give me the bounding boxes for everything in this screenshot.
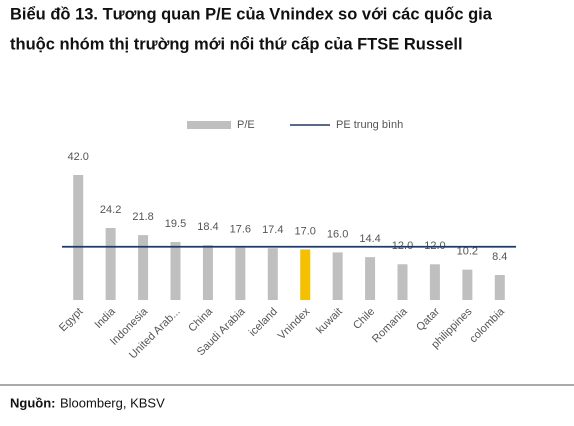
value-label: 42.0 bbox=[68, 151, 89, 163]
value-label: 21.8 bbox=[132, 211, 153, 223]
x-tick-label: colombia bbox=[467, 305, 507, 345]
bar bbox=[365, 257, 376, 300]
bar bbox=[462, 269, 473, 300]
value-label: 19.5 bbox=[165, 218, 186, 230]
x-tick-label: Vnindex bbox=[276, 305, 313, 342]
legend-label: P/E bbox=[237, 119, 255, 131]
legend-label: PE trung bình bbox=[336, 119, 403, 131]
chart-title: thuộc nhóm thị trường mới nổi thứ cấp củ… bbox=[10, 35, 463, 53]
bar bbox=[397, 264, 408, 300]
bar bbox=[138, 235, 149, 300]
bar bbox=[170, 241, 181, 300]
chart-title: Biểu đồ 13. Tương quan P/E của Vnindex s… bbox=[10, 5, 493, 23]
x-tick-label: Chile bbox=[351, 306, 377, 332]
bar bbox=[332, 252, 343, 300]
value-label: 10.2 bbox=[457, 246, 478, 258]
x-tick-label: India bbox=[92, 305, 118, 331]
value-label: 18.4 bbox=[197, 221, 218, 233]
x-tick-label: kuwait bbox=[314, 306, 345, 337]
bar bbox=[494, 275, 505, 300]
value-label: 17.4 bbox=[262, 224, 283, 236]
x-tick-label: Romania bbox=[370, 305, 410, 345]
value-label: 8.4 bbox=[492, 251, 507, 263]
source: Bloomberg, KBSV bbox=[60, 395, 165, 410]
legend-swatch bbox=[187, 121, 231, 129]
bar bbox=[202, 245, 213, 300]
bar bbox=[300, 249, 311, 300]
bar bbox=[105, 227, 116, 300]
value-label: 17.0 bbox=[295, 225, 316, 237]
bar bbox=[235, 247, 246, 300]
bar bbox=[73, 175, 84, 300]
value-label: 17.6 bbox=[230, 224, 251, 236]
value-label: 16.0 bbox=[327, 228, 348, 240]
x-tick-label: Egypt bbox=[57, 306, 85, 334]
source-label: Nguồn: bbox=[10, 395, 55, 410]
bar bbox=[429, 264, 440, 300]
x-tick-label: Qatar bbox=[414, 305, 442, 333]
bar bbox=[267, 248, 278, 300]
value-label: 24.2 bbox=[100, 204, 121, 216]
value-label: 14.4 bbox=[359, 233, 380, 245]
x-tick-label: China bbox=[186, 305, 215, 334]
